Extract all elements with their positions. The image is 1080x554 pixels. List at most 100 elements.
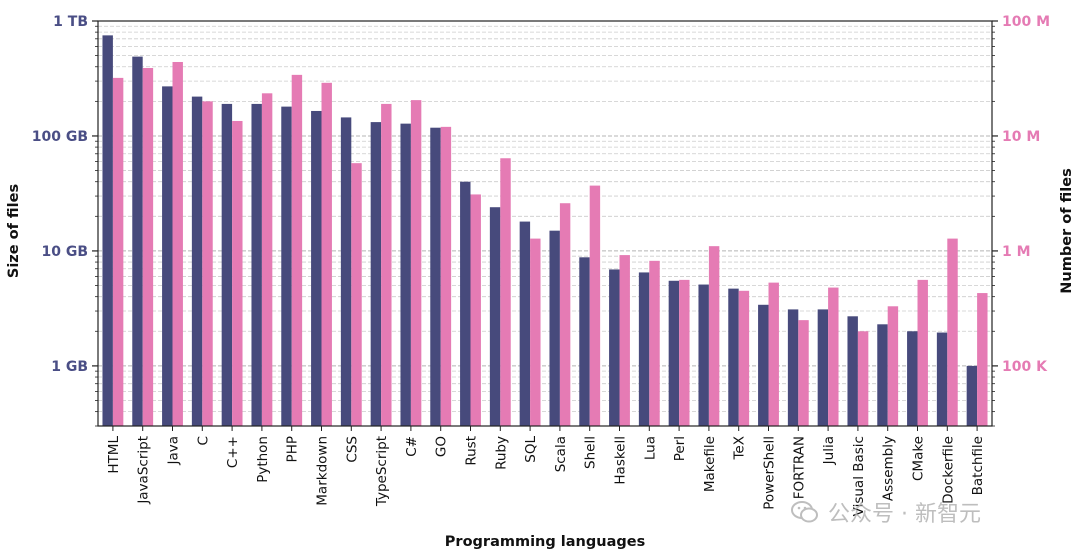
bar-size-29 — [966, 365, 978, 426]
bar-count-17 — [619, 255, 630, 426]
bar-count-2 — [172, 61, 183, 426]
bar-count-13 — [500, 158, 511, 427]
category-label: TypeScript — [374, 436, 390, 507]
category-label: TeX — [732, 436, 748, 461]
left-tick-label: 10 GB — [41, 244, 88, 260]
bar-size-7 — [311, 110, 322, 426]
bar-size-27 — [907, 331, 918, 426]
bar-count-25 — [857, 331, 869, 426]
bar-size-6 — [281, 106, 292, 426]
category-label: JavaScript — [136, 436, 152, 505]
category-label: Batchfile — [970, 436, 986, 495]
bar-size-5 — [251, 103, 262, 426]
category-label: Dockerfile — [940, 436, 956, 504]
category-label: Lua — [642, 436, 658, 460]
category-label: Markdown — [315, 436, 331, 506]
category-label: CSS — [344, 436, 360, 463]
category-label: Ruby — [493, 436, 509, 470]
bar-size-20 — [698, 284, 709, 426]
category-label: Perl — [672, 436, 688, 461]
category-label: C# — [404, 436, 420, 457]
right-tick-label: 100 K — [1002, 359, 1048, 375]
left-tick-label: 1 TB — [53, 14, 88, 30]
category-label: GO — [434, 436, 450, 457]
bar-size-2 — [162, 86, 173, 427]
bar-count-18 — [649, 260, 660, 426]
bar-size-15 — [549, 230, 560, 426]
category-label: Makefile — [702, 436, 718, 492]
bar-count-29 — [977, 293, 988, 426]
bar-count-11 — [440, 126, 452, 427]
bar-size-28 — [936, 332, 948, 426]
bar-size-24 — [817, 309, 829, 426]
bar-size-23 — [787, 309, 799, 426]
bar-size-8 — [340, 117, 352, 426]
category-label: Visual Basic — [851, 436, 867, 516]
bar-size-12 — [460, 181, 471, 426]
bar-count-26 — [887, 306, 899, 426]
bar-count-7 — [321, 82, 332, 426]
bar-size-19 — [668, 280, 680, 426]
bar-count-0 — [112, 77, 124, 426]
bar-size-9 — [370, 122, 382, 426]
bar-size-11 — [430, 127, 441, 427]
bar-count-5 — [261, 93, 273, 426]
bar-count-3 — [202, 101, 213, 427]
category-label: SQL — [523, 436, 539, 463]
right-tick-label: 100 M — [1002, 14, 1050, 30]
x-axis-title: Programming languages — [445, 534, 645, 550]
y-axis-title-left: Size of files — [6, 184, 22, 278]
bar-count-10 — [410, 100, 422, 426]
bar-count-8 — [351, 163, 362, 426]
category-label: Python — [255, 436, 271, 483]
category-label: Haskell — [613, 436, 629, 485]
bar-size-10 — [400, 123, 411, 427]
category-label: PowerShell — [762, 436, 778, 510]
bar-size-25 — [847, 316, 858, 426]
bar-count-12 — [470, 194, 481, 426]
bar-count-22 — [768, 282, 779, 426]
category-label: PHP — [285, 436, 301, 462]
category-label: FORTRAN — [791, 436, 807, 499]
left-tick-label: 100 GB — [32, 129, 88, 145]
bar-count-27 — [917, 279, 928, 426]
bar-size-4 — [221, 103, 233, 426]
bar-count-21 — [738, 290, 750, 426]
bar-count-15 — [559, 203, 571, 426]
category-label: Rust — [464, 436, 480, 466]
bar-size-16 — [579, 257, 590, 426]
bar-count-14 — [530, 238, 541, 426]
category-label: Java — [166, 436, 182, 466]
category-label: C — [195, 436, 211, 445]
category-label: Assembly — [881, 436, 897, 501]
bar-size-1 — [132, 56, 143, 426]
category-label: Scala — [553, 436, 569, 472]
bar-size-21 — [728, 288, 739, 426]
right-tick-label: 1 M — [1002, 244, 1031, 260]
category-label: CMake — [911, 436, 927, 481]
bar-size-17 — [609, 269, 620, 426]
bar-size-22 — [758, 304, 769, 426]
bar-size-3 — [191, 96, 203, 427]
bar-size-14 — [519, 221, 531, 426]
bar-size-18 — [638, 272, 650, 426]
y-axis-title-right: Number of files — [1059, 168, 1075, 293]
left-tick-label: 1 GB — [51, 359, 88, 375]
watermark-text: 公众号 · 新智元 — [828, 502, 981, 527]
bar-count-23 — [798, 320, 809, 426]
bar-count-1 — [142, 68, 154, 426]
bar-size-13 — [489, 207, 501, 426]
bar-size-26 — [877, 324, 888, 426]
category-label: Julia — [821, 436, 837, 465]
watermark: 公众号 · 新智元 — [790, 494, 1060, 530]
bar-count-20 — [708, 246, 720, 426]
bar-count-4 — [232, 120, 243, 427]
bar-count-9 — [381, 103, 392, 426]
category-label: HTML — [106, 436, 122, 474]
bar-size-0 — [102, 35, 113, 426]
category-label: Shell — [583, 436, 599, 469]
right-tick-label: 10 M — [1002, 129, 1040, 145]
bar-count-6 — [291, 74, 303, 427]
